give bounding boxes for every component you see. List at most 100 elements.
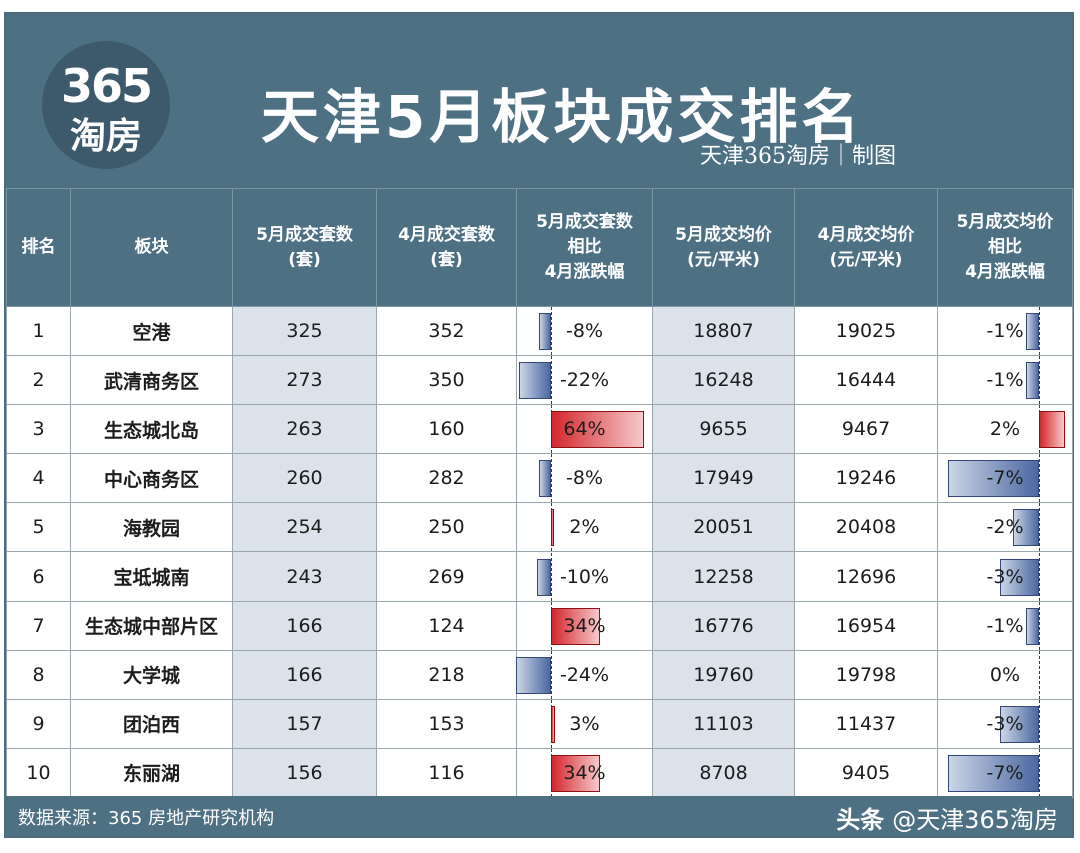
units-change-cell: -8%	[516, 453, 653, 504]
table-row: 3 生态城北岛 263 160 64% 9655 9467 2%	[6, 404, 1073, 455]
apr-units-cell: 269	[376, 551, 517, 602]
units-change-label: -10%	[559, 565, 610, 588]
column-header-line: 4月成交套数	[398, 224, 495, 245]
header-banner: 365 淘房 天津5月板块成交排名 天津365淘房｜制图	[6, 14, 1072, 188]
units-change-cell: -24%	[516, 649, 653, 700]
may-units-cell: 157	[232, 698, 377, 749]
footer-bar: 数据来源：365 房地产研究机构 头条 @天津365淘房	[6, 796, 1072, 836]
apr-units-cell: 350	[376, 355, 517, 406]
price-change-cell: -1%	[937, 305, 1073, 357]
column-header-line: 4月涨跌幅	[544, 262, 625, 282]
ranking-table: 排名 板块 5月成交套数 (套) 4月成交套数 (套) 5月成交套数 相比 4月涨跌幅 5月成交均…	[6, 188, 1073, 798]
column-header: 4月成交套数 (套)	[376, 188, 517, 307]
may-price-cell: 18807	[652, 305, 795, 357]
apr-units-cell: 153	[376, 698, 517, 749]
apr-price-cell: 9467	[794, 404, 938, 455]
zero-axis	[1039, 748, 1040, 797]
column-header: 板块	[70, 188, 233, 307]
units-change-cell: 34%	[516, 600, 653, 651]
change-bar	[551, 509, 554, 547]
price-change-cell: -3%	[937, 698, 1073, 749]
change-bar	[1000, 558, 1039, 596]
units-change-label: 64%	[563, 418, 606, 441]
rank-cell: 2	[6, 355, 71, 406]
apr-price-cell: 20408	[794, 502, 938, 553]
table-row: 8 大学城 166 218 -24% 19760 19798 0%	[6, 649, 1073, 700]
zero-axis	[1039, 699, 1040, 748]
credit-handle: @天津365淘房	[892, 806, 1058, 834]
column-header-line: 板块	[134, 237, 169, 257]
change-bar	[551, 411, 644, 449]
zero-axis	[1039, 307, 1040, 356]
price-change-cell: -1%	[937, 600, 1073, 651]
column-header: 5月成交套数 相比 4月涨跌幅	[516, 188, 653, 307]
price-change-cell: -2%	[937, 502, 1073, 553]
column-header-line: (元/平米)	[687, 249, 760, 270]
zero-axis	[1039, 454, 1040, 503]
change-bar	[539, 460, 551, 498]
change-bar	[536, 558, 551, 596]
apr-units-cell: 352	[376, 305, 517, 357]
zone-cell: 空港	[70, 305, 233, 357]
rank-cell: 9	[6, 698, 71, 749]
may-price-cell: 16776	[652, 600, 795, 651]
column-header-line: 4月涨跌幅	[965, 262, 1045, 282]
may-units-cell: 254	[232, 502, 377, 553]
change-bar	[551, 705, 556, 743]
units-change-label: -8%	[566, 320, 603, 343]
rank-cell: 4	[6, 453, 71, 504]
change-bar	[1013, 509, 1039, 547]
zero-axis	[1039, 552, 1040, 601]
column-header-line: 5月成交均价	[956, 212, 1054, 232]
table-header-row: 排名 板块 5月成交套数 (套) 4月成交套数 (套) 5月成交套数 相比 4月涨跌幅 5月成交均…	[6, 188, 1073, 307]
apr-units-cell: 218	[376, 649, 517, 700]
change-bar	[1039, 411, 1065, 449]
zero-axis	[1039, 650, 1040, 699]
may-price-cell: 11103	[652, 698, 795, 749]
column-header-line: 4月成交均价	[817, 224, 915, 245]
units-change-label: 34%	[563, 614, 606, 637]
price-change-cell: -7%	[937, 453, 1073, 504]
units-change-cell: 34%	[516, 747, 653, 798]
change-bar	[551, 607, 601, 645]
column-header: 5月成交均价 (元/平米)	[652, 188, 795, 307]
price-change-label: -2%	[986, 516, 1024, 539]
column-header-line: 相比	[988, 237, 1022, 257]
apr-price-cell: 9405	[794, 747, 938, 798]
zero-axis	[551, 454, 552, 503]
apr-price-cell: 11437	[794, 698, 938, 749]
may-price-cell: 17949	[652, 453, 795, 504]
column-header-line: 相比	[567, 237, 602, 257]
may-units-cell: 325	[232, 305, 377, 357]
price-change-label: -7%	[986, 761, 1024, 784]
may-units-cell: 243	[232, 551, 377, 602]
price-change-label: -3%	[986, 565, 1024, 588]
column-header-line: 排名	[21, 237, 56, 257]
apr-price-cell: 16954	[794, 600, 938, 651]
may-units-cell: 166	[232, 600, 377, 651]
units-change-label: -22%	[559, 369, 610, 392]
rank-cell: 7	[6, 600, 71, 651]
price-change-cell: 2%	[937, 404, 1073, 455]
column-header: 排名	[6, 188, 71, 307]
table-row: 5 海教园 254 250 2% 20051 20408 -2%	[6, 502, 1073, 553]
rank-cell: 8	[6, 649, 71, 700]
zone-cell: 团泊西	[70, 698, 233, 749]
table-row: 7 生态城中部片区 166 124 34% 16776 16954 -1%	[6, 600, 1073, 651]
apr-units-cell: 282	[376, 453, 517, 504]
change-bar	[539, 313, 551, 351]
brand-logo: 365 淘房	[42, 41, 170, 169]
units-change-cell: 3%	[516, 698, 653, 749]
table-row: 9 团泊西 157 153 3% 11103 11437 -3%	[6, 698, 1073, 749]
units-change-cell: 2%	[516, 502, 653, 553]
may-price-cell: 12258	[652, 551, 795, 602]
change-bar	[516, 656, 551, 694]
zone-cell: 海教园	[70, 502, 233, 553]
change-bar	[551, 754, 601, 792]
table-row: 6 宝坻城南 243 269 -10% 12258 12696 -3%	[6, 551, 1073, 602]
apr-units-cell: 124	[376, 600, 517, 651]
column-header-line: 5月成交均价	[675, 224, 772, 245]
data-source: 数据来源：365 房地产研究机构	[18, 808, 275, 829]
apr-price-cell: 12696	[794, 551, 938, 602]
page-title: 天津5月板块成交排名	[261, 83, 864, 151]
